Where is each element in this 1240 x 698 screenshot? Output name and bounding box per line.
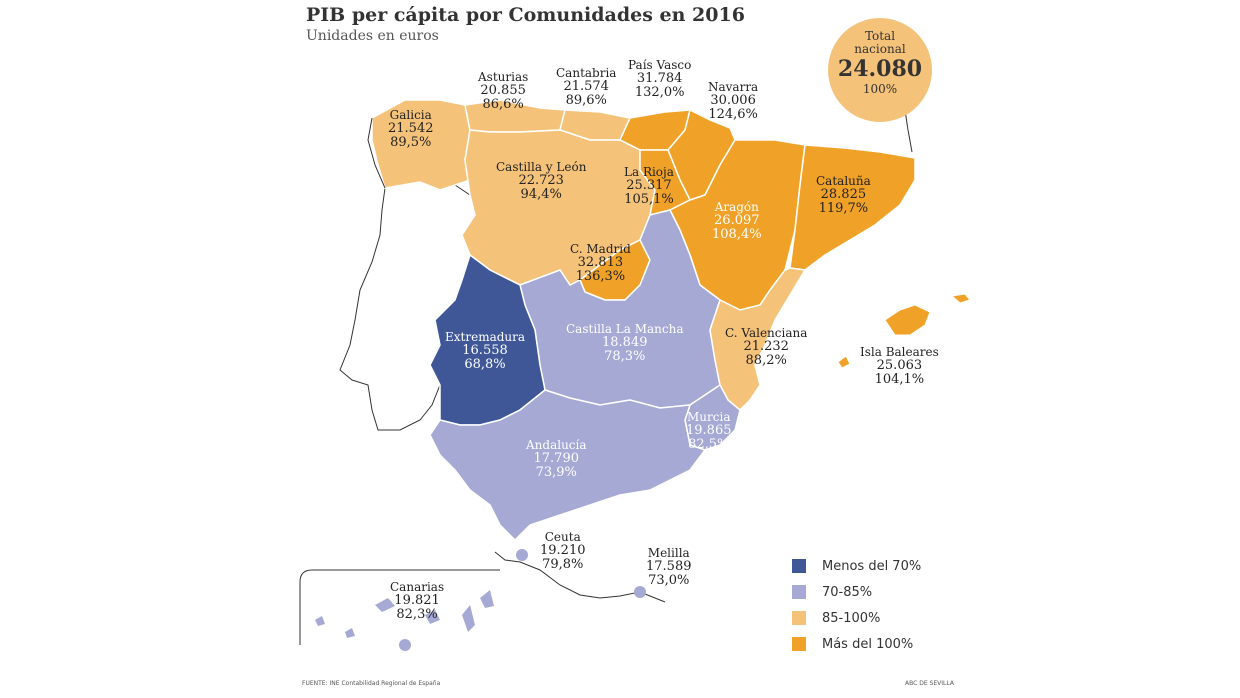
source-note: FUENTE: INE Contabilidad Regional de Esp… xyxy=(302,680,441,687)
legend-label-mas100: Más del 100% xyxy=(822,636,914,652)
total-label-line2: nacional xyxy=(854,42,906,56)
label-melilla: Melilla 17.589 73,0% xyxy=(646,546,692,588)
canarias-island-6[interactable] xyxy=(462,605,475,632)
legend-swatch-mas100 xyxy=(792,637,806,651)
legend-label-menos70: Menos del 70% xyxy=(822,558,922,574)
label-valenciana: C. Valenciana 21.232 88,2% xyxy=(725,326,808,368)
label-murcia: Murcia 19.865 82,5% xyxy=(686,410,732,452)
label-castilla-mancha: Castilla La Mancha 18.849 78,3% xyxy=(566,322,684,364)
total-pct: 100% xyxy=(862,82,898,96)
label-la-rioja: La Rioja 25.317 105,1% xyxy=(624,165,674,207)
canarias-island-2[interactable] xyxy=(345,628,355,638)
legend-item-85-100: 85-100% xyxy=(792,605,921,631)
canarias-island-7[interactable] xyxy=(480,590,494,608)
legend-swatch-menos70 xyxy=(792,559,806,573)
label-ceuta: Ceuta 19.210 79,8% xyxy=(540,530,586,572)
canarias-inset-frame xyxy=(299,569,500,645)
total-nacional-badge: Total nacional 24.080 100% xyxy=(828,18,932,122)
france-border xyxy=(904,109,913,153)
label-baleares: Isla Baleares 25.063 104,1% xyxy=(860,345,939,387)
canarias-island-1[interactable] xyxy=(315,616,325,626)
region-cataluna[interactable] xyxy=(789,144,916,271)
label-madrid: C. Madrid 32.813 136,3% xyxy=(570,242,631,284)
legend-item-mas100: Más del 100% xyxy=(792,631,921,657)
legend-item-menos70: Menos del 70% xyxy=(792,553,921,579)
label-navarra: Navarra 30.006 124,6% xyxy=(708,80,759,122)
label-extremadura: Extremadura 16.558 68,8% xyxy=(445,330,526,372)
label-aragon: Aragón 26.097 108,4% xyxy=(712,200,762,242)
credit-note: ABC DE SEVILLA xyxy=(905,680,954,687)
label-castilla-leon: Castilla y León 22.723 94,4% xyxy=(496,160,587,202)
label-pais-vasco: País Vasco 31.784 132,0% xyxy=(628,58,692,100)
region-melilla[interactable] xyxy=(634,586,646,598)
label-canarias: Canarias 19.821 82,3% xyxy=(390,580,445,622)
legend-swatch-70-85 xyxy=(792,585,806,599)
region-baleares-menorca[interactable] xyxy=(950,293,971,304)
label-cataluna: Cataluña 28.825 119,7% xyxy=(816,174,871,216)
legend-item-70-85: 70-85% xyxy=(792,579,921,605)
region-andalucia[interactable] xyxy=(429,389,707,542)
label-galicia: Galicia 21.542 89,5% xyxy=(388,108,434,150)
canarias-island-5[interactable] xyxy=(425,610,440,624)
legend-swatch-85-100 xyxy=(792,611,806,625)
region-baleares[interactable] xyxy=(884,304,931,336)
map-subtitle: Unidades en euros xyxy=(306,28,439,44)
legend: Menos del 70% 70-85% 85-100% Más del 100… xyxy=(792,553,921,657)
total-label-line1: Total xyxy=(864,29,896,43)
legend-label-70-85: 70-85% xyxy=(822,584,873,600)
label-cantabria: Cantabria 21.574 89,6% xyxy=(556,66,617,108)
canarias-island-3[interactable] xyxy=(375,598,395,612)
region-ceuta[interactable] xyxy=(516,549,528,561)
region-galicia[interactable] xyxy=(371,99,471,191)
map-title: PIB per cápita por Comunidades en 2016 xyxy=(306,4,745,26)
total-value: 24.080 xyxy=(837,56,923,82)
label-andalucia: Andalucía 17.790 73,9% xyxy=(526,438,587,480)
region-baleares-ibiza[interactable] xyxy=(837,355,851,369)
portugal-coast-line xyxy=(367,117,386,189)
region-valenciana[interactable] xyxy=(709,267,807,412)
label-asturias: Asturias 20.855 86,6% xyxy=(478,70,529,112)
canarias-island-4[interactable] xyxy=(399,639,411,651)
legend-label-85-100: 85-100% xyxy=(822,610,881,626)
